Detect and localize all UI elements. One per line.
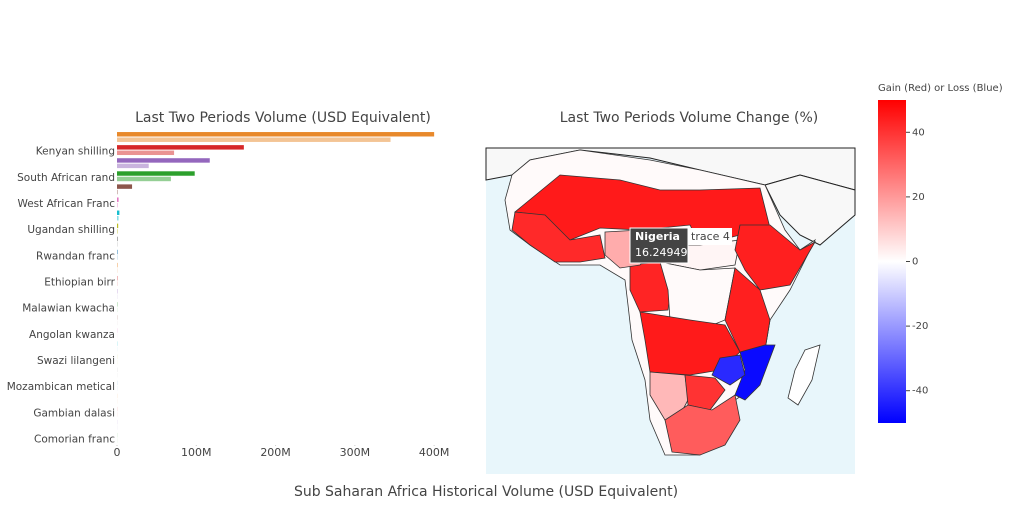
bar [117,215,119,221]
y-tick-label: South African rand [17,172,115,184]
map-region [787,344,821,406]
x-tick-label: 300M [340,446,371,459]
map-europe [485,147,856,191]
bar [117,150,175,156]
map-region [511,211,606,263]
tooltip-trace-box [688,228,732,245]
y-tick-label: Angolan kwanza [29,329,115,341]
bar [117,184,133,189]
bar [117,158,210,163]
map-arabia [764,174,856,246]
bar [117,163,149,169]
colorbar-tick-label: 20 [912,192,925,203]
tooltip-name: Nigeria [635,230,680,243]
colorbar-title: Gain (Red) or Loss (Blue) [878,83,1003,94]
y-tick-label: Malawian kwacha [22,303,115,315]
map-title: Last Two Periods Volume Change (%) [560,110,819,126]
bar [117,132,435,137]
y-tick-label: Swazi lilangeni [37,355,115,367]
x-tick-label: 400M [419,446,450,459]
y-tick-label: Rwandan franc [36,250,115,262]
y-tick-label: Kenyan shilling [36,146,115,158]
bar [117,197,119,202]
tooltip-value: 16.24949 [635,246,688,259]
x-tick-label: 200M [260,446,291,459]
bar [117,176,171,182]
y-tick-label: Ethiopian birr [44,276,115,288]
y-tick-label: Comorian franc [34,433,115,445]
map-region [684,374,726,411]
colorbar-tick-label: 40 [912,127,925,138]
bar [117,223,119,229]
map-region [664,394,741,456]
colorbar-tick-label: -20 [912,321,928,332]
map-region [734,224,817,291]
bar [117,189,118,195]
colorbar [878,100,906,423]
y-tick-label: Ugandan shilling [27,224,115,236]
bar [117,202,118,208]
y-tick-label: Gambian dalasi [33,407,115,419]
x-tick-label: 0 [114,446,121,459]
x-tick-label: 100M [181,446,212,459]
bar-chart: 0 100M 200M 300M 400M Kenyan shilling South Af… [7,132,450,459]
colorbar-tick-label: -40 [912,386,928,397]
tooltip-trace: trace 4 [691,230,730,243]
y-tick-label: West African Franc [17,198,115,210]
colorbar-tick-label: 0 [912,257,918,268]
y-tick-label: Mozambican metical [7,381,115,393]
bar [117,145,244,150]
bar-title: Last Two Periods Volume (USD Equivalent) [135,110,431,126]
bar [117,171,195,176]
bar [117,210,120,215]
x-axis-title: Sub Saharan Africa Historical Volume (US… [294,484,678,500]
bar [117,236,118,242]
bar [117,137,391,142]
map-region [711,354,746,386]
bar [117,229,118,234]
tooltip-box [629,227,689,264]
